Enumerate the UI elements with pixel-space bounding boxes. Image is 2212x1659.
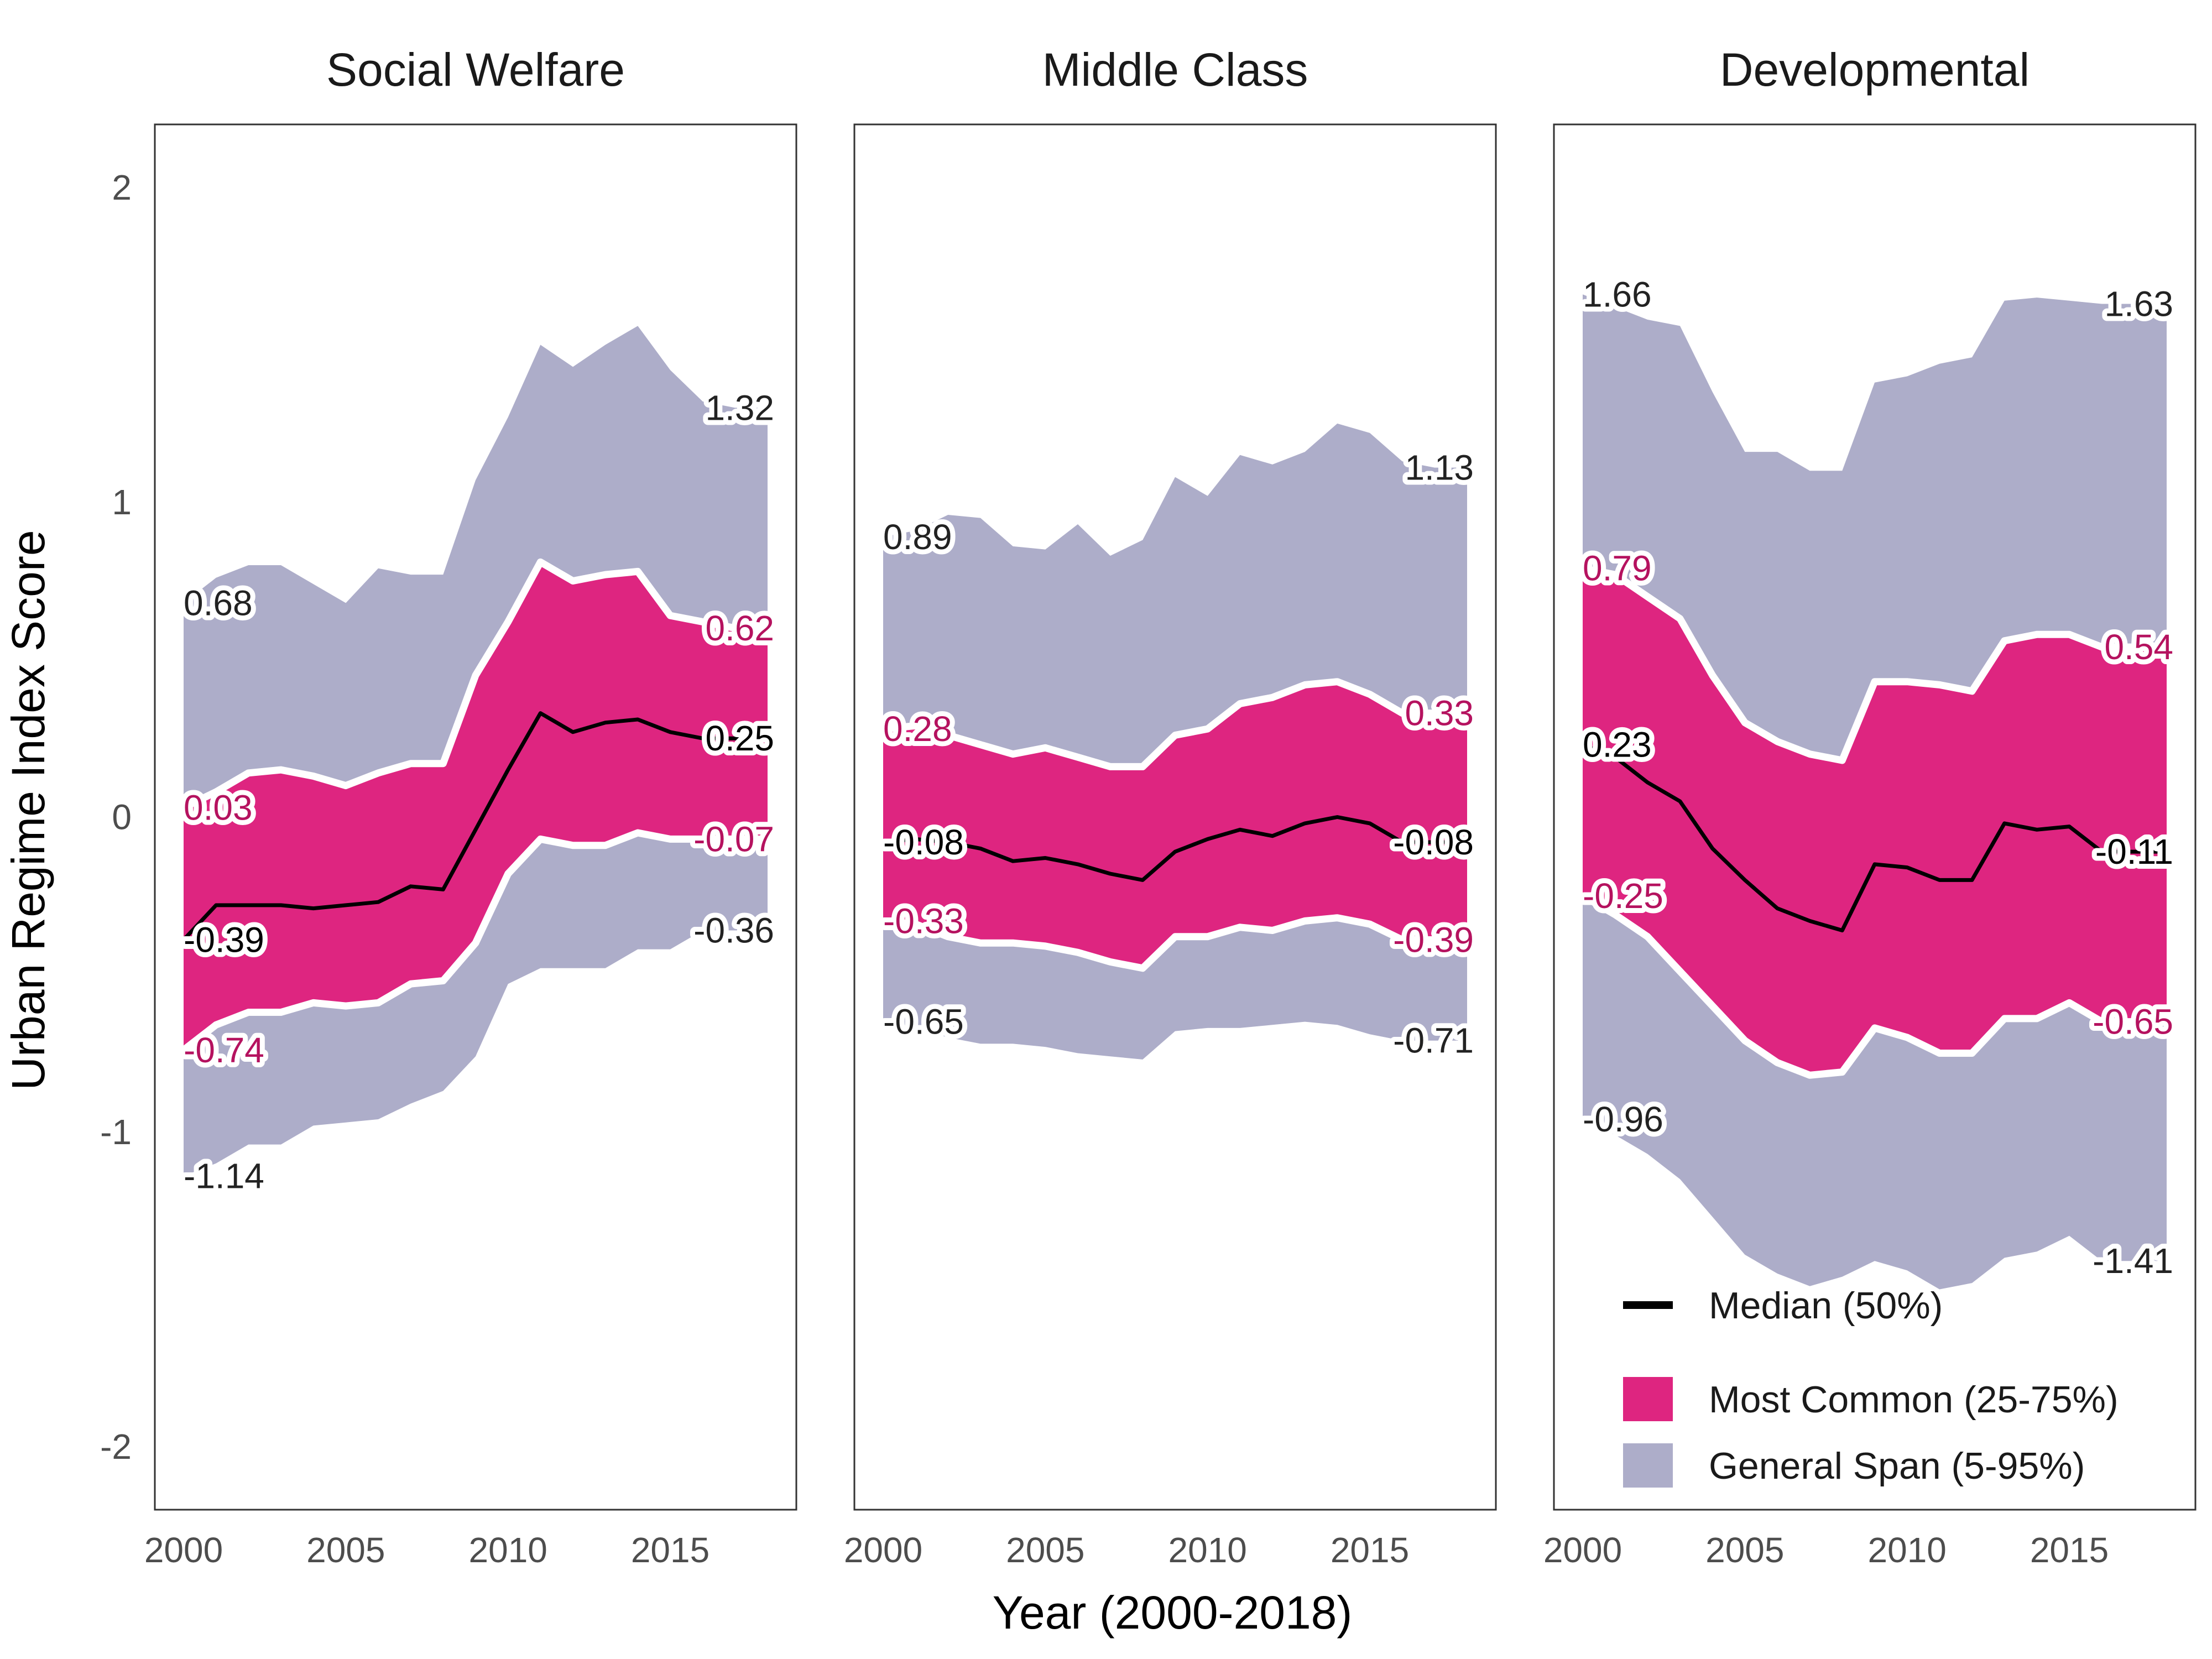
panel-frame — [1553, 123, 2197, 1511]
end-label-p25: -0.65 — [2093, 1002, 2173, 1042]
x-tick-label: 2010 — [1868, 1530, 1947, 1570]
x-tick-label: 2015 — [1331, 1530, 1409, 1570]
end-label-p75: 0.54 — [2104, 627, 2173, 667]
panel-title: Social Welfare — [326, 44, 625, 96]
end-label-p25: -0.07 — [693, 819, 774, 859]
y-axis: -2 -1 0 1 2 — [100, 168, 132, 1467]
start-label-p75: 0.28 — [883, 709, 952, 749]
legend-swatch-span — [1623, 1443, 1673, 1488]
y-tick-label: -2 — [100, 1427, 132, 1467]
x-tick-label: 2015 — [631, 1530, 709, 1570]
start-label-p50: -0.08 — [883, 822, 964, 862]
y-tick-label: 0 — [112, 797, 132, 837]
legend-label: Most Common (25-75%) — [1709, 1379, 2119, 1421]
legend-label: General Span (5-95%) — [1709, 1445, 2085, 1487]
panel-title: Developmental — [1720, 44, 2030, 96]
end-label-p25: -0.39 — [1393, 920, 1474, 960]
median-line — [883, 815, 1467, 882]
x-tick-label: 2015 — [2030, 1530, 2109, 1570]
p75-edge-line — [883, 678, 1467, 770]
p25-edge-line — [883, 914, 1467, 972]
p25-edge-line — [181, 829, 768, 1053]
start-label-p5: -0.65 — [883, 1002, 964, 1042]
panels-layer: Social Welfare 0.68 0.03 -0.39 -0.74 -1.14 1.3… — [100, 44, 2197, 1570]
panel-frame — [154, 123, 797, 1511]
x-tick-label: 2005 — [306, 1530, 385, 1570]
end-label-p95: 1.13 — [1405, 448, 1474, 488]
x-tick-label: 2000 — [1543, 1530, 1622, 1570]
panel-title: Middle Class — [1042, 44, 1308, 96]
panel-2: Developmental 1.66 0.79 0.23 -0.25 -0.96 1.63 0… — [1543, 44, 2197, 1570]
start-label-p5: -1.14 — [184, 1156, 264, 1196]
start-label-p95: 1.66 — [1583, 274, 1652, 314]
start-label-p5: -0.96 — [1583, 1099, 1663, 1139]
start-label-p50: -0.39 — [184, 920, 264, 960]
x-tick-label: 2000 — [144, 1530, 223, 1570]
start-label-p95: 0.68 — [184, 583, 253, 623]
end-label-p50: -0.11 — [2095, 832, 2173, 872]
end-label-p5: -1.41 — [2093, 1241, 2173, 1281]
y-tick-label: 2 — [112, 168, 132, 207]
legend: Median (50%) Most Common (25-75%) General … — [1623, 1285, 2119, 1488]
x-tick-label: 2000 — [844, 1530, 922, 1570]
end-label-p5: -0.36 — [693, 911, 774, 951]
median-line — [1582, 743, 2167, 932]
x-tick-label: 2005 — [1006, 1530, 1084, 1570]
legend-swatch-common — [1623, 1377, 1673, 1421]
end-label-p75: 0.62 — [705, 608, 774, 648]
median-line — [182, 711, 768, 941]
start-label-p25: -0.74 — [184, 1030, 264, 1070]
most-common-band — [1583, 568, 2167, 1076]
y-axis-title: Urban Regime Index Score — [2, 530, 54, 1090]
p75-edge-line — [182, 558, 768, 811]
start-label-p95: 0.89 — [883, 517, 952, 557]
p25-edge-line — [1580, 893, 2167, 1079]
x-tick-label: 2010 — [1168, 1530, 1247, 1570]
panel-1: Middle Class 0.89 0.28 -0.08 -0.33 -0.65 1.13 0… — [844, 44, 1497, 1570]
start-label-p50: 0.23 — [1583, 725, 1652, 765]
start-label-p75: 0.79 — [1583, 549, 1652, 588]
end-label-p75: 0.33 — [1405, 693, 1474, 733]
y-tick-label: -1 — [100, 1112, 132, 1152]
end-label-p95: 1.32 — [705, 388, 774, 427]
panel-0: Social Welfare 0.68 0.03 -0.39 -0.74 -1.14 1.3… — [144, 44, 797, 1570]
panel-frame — [853, 123, 1497, 1511]
y-tick-label: 1 — [112, 482, 132, 522]
end-label-p95: 1.63 — [2104, 284, 2173, 324]
p75-edge-line — [1582, 565, 2167, 764]
start-label-p25: -0.25 — [1583, 876, 1663, 916]
x-tick-label: 2005 — [1705, 1530, 1784, 1570]
x-tick-label: 2010 — [469, 1530, 547, 1570]
end-label-p5: -0.71 — [1393, 1021, 1474, 1061]
legend-label: Median (50%) — [1709, 1285, 1943, 1327]
start-label-p75: 0.03 — [184, 787, 253, 827]
end-label-p50: -0.08 — [1393, 822, 1474, 862]
end-label-p50: 0.25 — [705, 718, 774, 758]
most-common-band — [184, 562, 768, 1050]
x-axis-title: Year (2000-2018) — [993, 1587, 1353, 1639]
start-label-p25: -0.33 — [883, 901, 964, 941]
